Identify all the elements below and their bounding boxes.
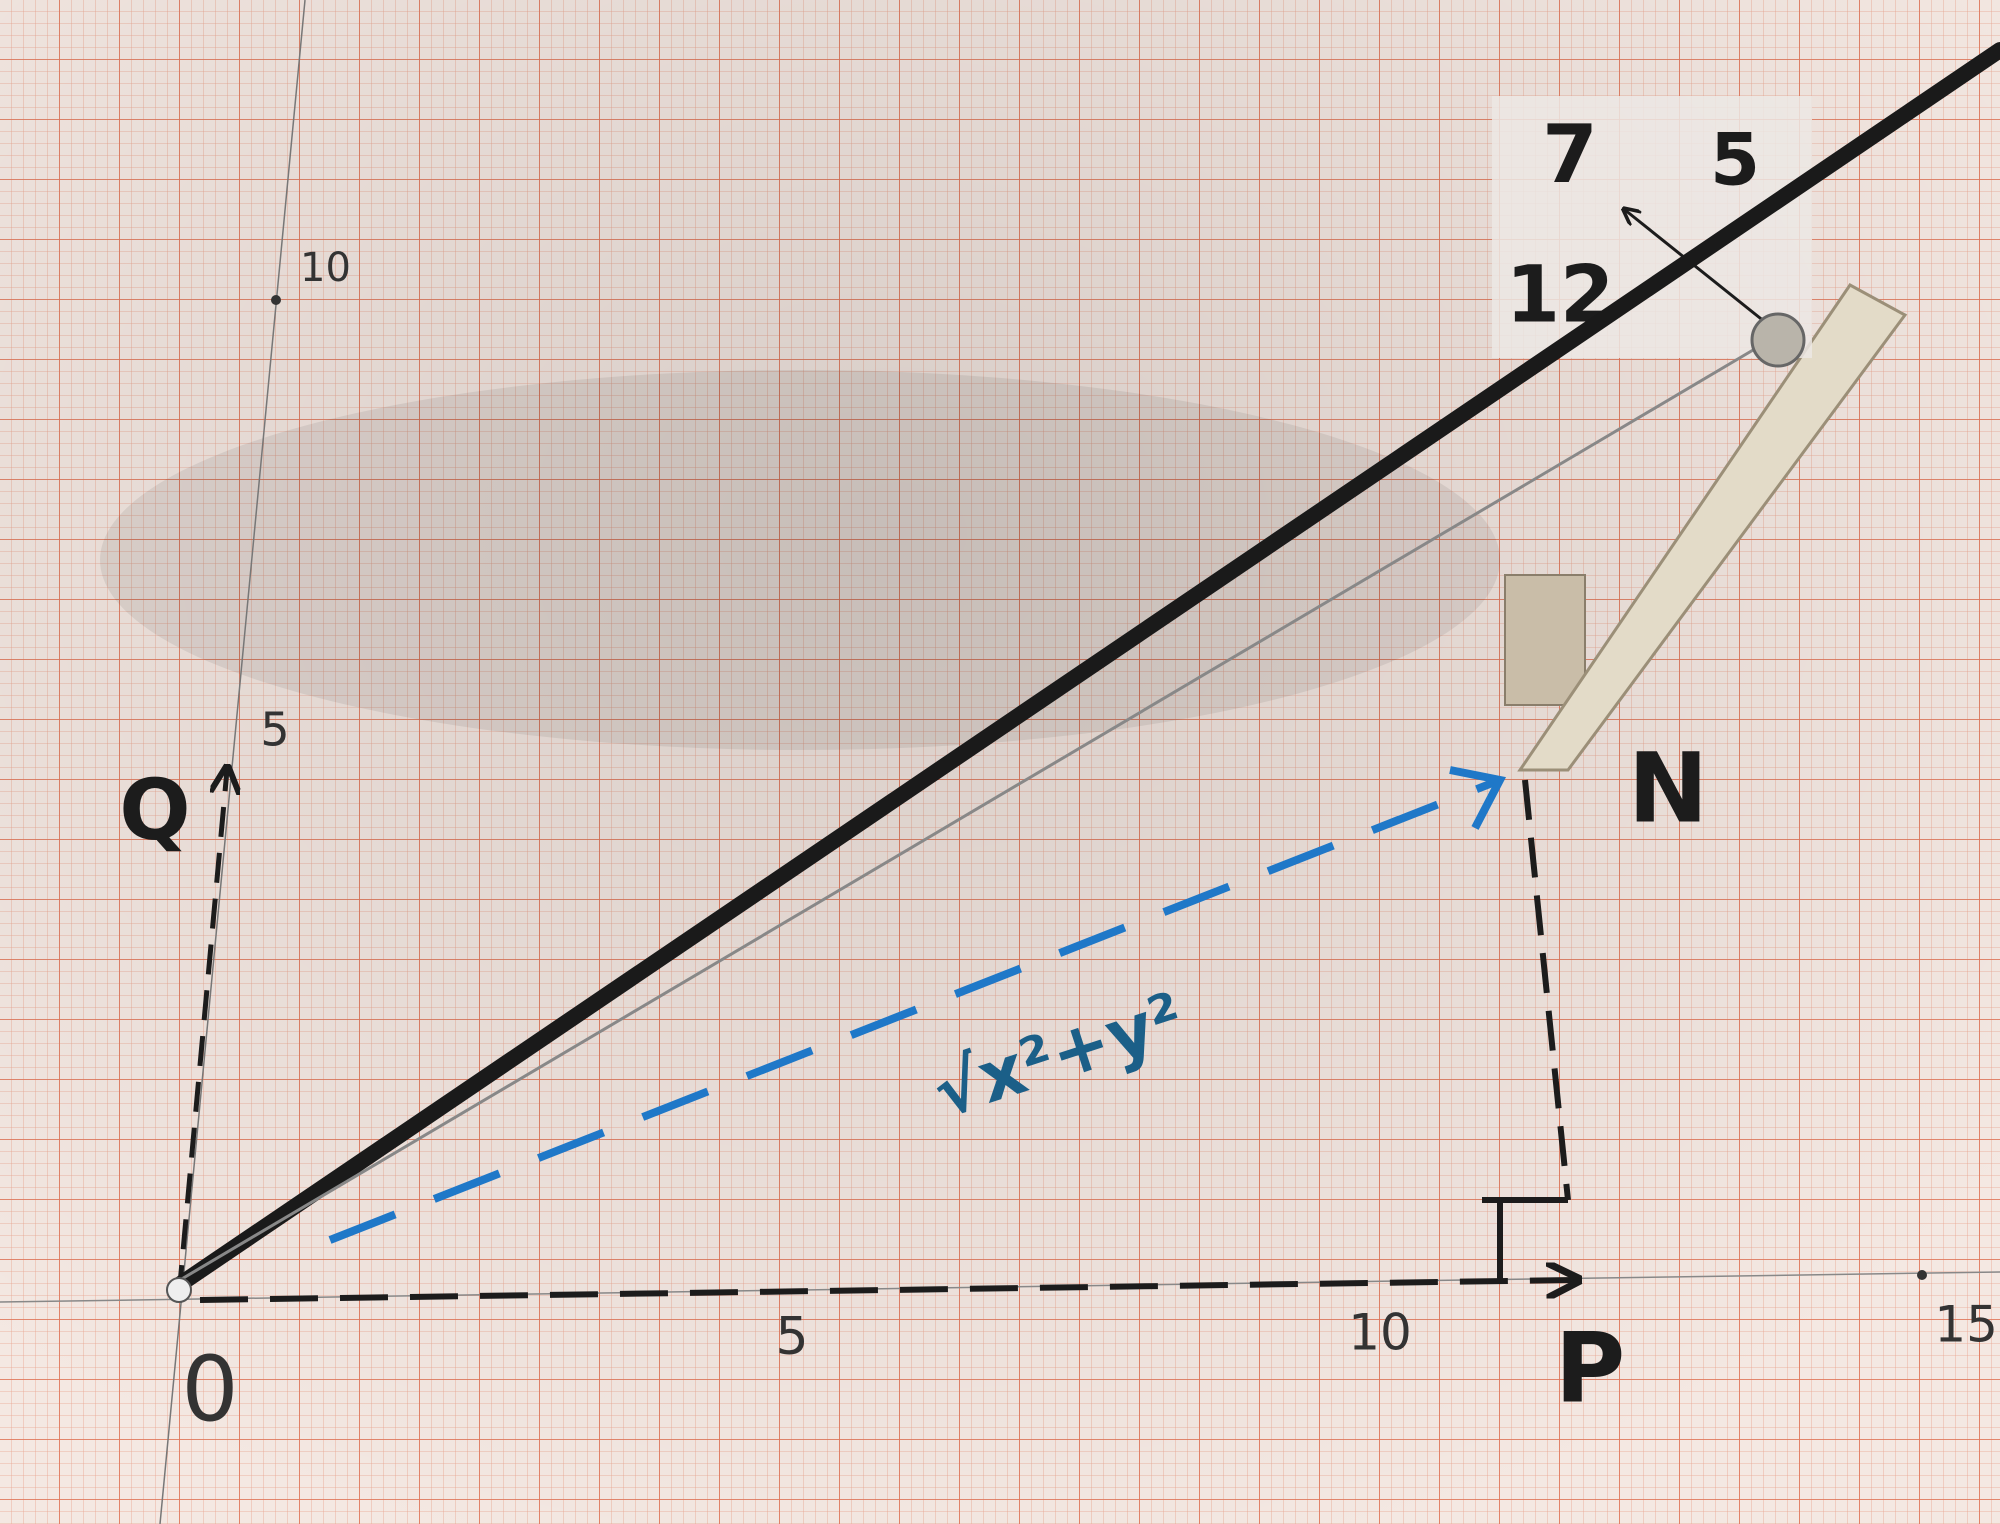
note-top-right: 5 <box>1710 118 1760 202</box>
stick <box>1517 283 1908 772</box>
origin-pin <box>166 1277 192 1303</box>
right-angle <box>1482 1197 1568 1280</box>
resultant-dashed <box>328 776 1502 1244</box>
y10-dot <box>271 295 281 305</box>
block <box>1504 574 1586 706</box>
n-dashed <box>1522 779 1571 1201</box>
note-top-left: 7 <box>1542 108 1598 201</box>
origin-label: 0 <box>181 1337 238 1442</box>
rod <box>171 42 2000 1293</box>
x-label-10: 10 <box>1348 1304 1412 1362</box>
rod-joint <box>1750 312 1806 368</box>
x-label-5: 5 <box>775 1307 808 1367</box>
rod-highlight <box>179 338 1771 1282</box>
note-arrow <box>1625 210 1776 332</box>
x15-dot <box>1917 1270 1927 1280</box>
y-label-10: 10 <box>300 245 351 291</box>
p-dashed <box>199 1280 1575 1303</box>
q-dashed <box>176 770 227 1296</box>
y-label-5: 5 <box>260 703 289 757</box>
x-label-15: 15 <box>1934 1296 1998 1354</box>
rod-shadow <box>100 370 1500 750</box>
y-axis <box>159 0 306 1524</box>
point-n: N <box>1628 732 1708 844</box>
point-p: P <box>1555 1312 1625 1424</box>
resultant-arrow <box>1449 766 1507 830</box>
point-q: Q <box>119 761 190 859</box>
note-card <box>1492 96 1812 358</box>
